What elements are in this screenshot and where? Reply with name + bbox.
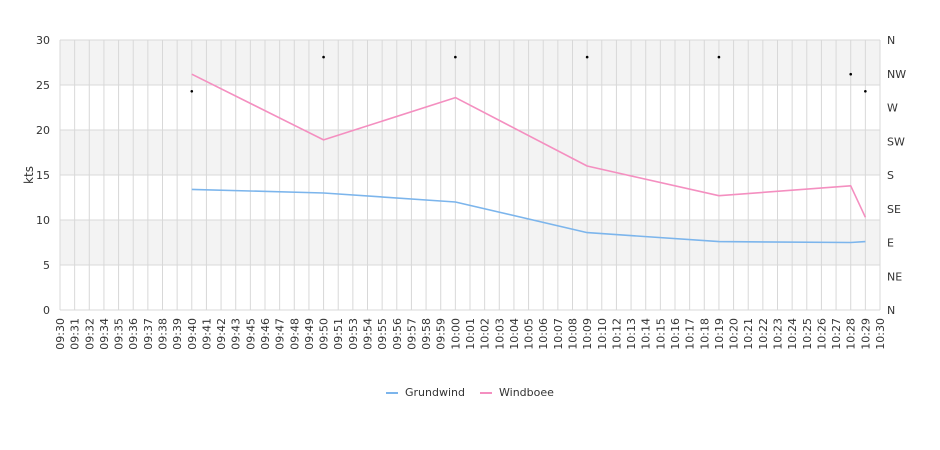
- series-line-windboee: [191, 73, 867, 218]
- x-tick-label: 10:24: [786, 318, 799, 350]
- direction-tick-label: S: [887, 169, 894, 182]
- direction-tick-label: E: [887, 237, 894, 250]
- direction-tick-label: SW: [887, 135, 905, 148]
- x-tick-label: 09:36: [127, 318, 140, 350]
- x-tick-label: 10:14: [640, 318, 653, 350]
- x-tick-label: 10:12: [610, 318, 623, 350]
- series-line-grundwind: [191, 188, 866, 244]
- x-tick-label: 10:28: [845, 318, 858, 350]
- legend-label-windboee: Windboee: [499, 386, 554, 399]
- x-tick-label: 09:59: [435, 318, 448, 350]
- x-tick-label: 10:05: [523, 318, 536, 350]
- legend-item-windboee[interactable]: Windboee: [480, 386, 554, 399]
- series-lines: [191, 73, 867, 244]
- direction-marker: [322, 55, 325, 59]
- x-tick-label: 10:03: [493, 318, 506, 350]
- x-tick-label: 09:45: [244, 318, 257, 350]
- x-tick-label: 10:10: [596, 318, 609, 350]
- y-axis-label: kts: [22, 166, 36, 184]
- x-tick-label: 10:08: [567, 318, 580, 350]
- direction-tick-label: SE: [887, 203, 901, 216]
- x-tick-label: 09:58: [420, 318, 433, 350]
- y-axis-ticks: 0 5 10 15 20 25 30: [36, 34, 50, 317]
- x-tick-label: 10:30: [874, 318, 887, 350]
- x-tick-label: 09:32: [83, 318, 96, 350]
- y-tick-label: 20: [36, 124, 50, 137]
- x-tick-label: 09:53: [347, 318, 360, 350]
- direction-marker: [849, 72, 853, 76]
- x-tick-label: 10:27: [830, 318, 843, 350]
- y-tick-label: 25: [36, 79, 50, 92]
- x-tick-label: 09:35: [113, 318, 126, 350]
- y-tick-label: 0: [43, 304, 50, 317]
- x-tick-label: 09:42: [215, 318, 228, 350]
- direction-marker: [717, 55, 721, 59]
- legend-label-grundwind: Grundwind: [405, 386, 465, 399]
- x-tick-label: 10:18: [698, 318, 711, 350]
- x-tick-label: 10:02: [479, 318, 492, 350]
- x-tick-label: 10:17: [684, 318, 697, 350]
- legend-item-grundwind[interactable]: Grundwind: [386, 386, 465, 399]
- y-tick-label: 10: [36, 214, 50, 227]
- direction-axis-ticks: N NE E SE S SW W NW N: [887, 34, 906, 317]
- x-tick-label: 09:57: [405, 318, 418, 350]
- direction-tick-label: N: [887, 304, 895, 317]
- direction-tick-label: NW: [887, 68, 906, 81]
- x-tick-label: 10:19: [713, 318, 726, 350]
- x-tick-label: 09:51: [332, 318, 345, 350]
- x-tick-label: 09:55: [376, 318, 389, 350]
- direction-tick-label: N: [887, 34, 895, 47]
- direction-marker: [864, 90, 867, 93]
- x-tick-label: 10:22: [757, 318, 770, 350]
- x-tick-label: 09:48: [288, 318, 301, 350]
- x-tick-label: 09:41: [200, 318, 213, 350]
- x-tick-label: 10:20: [728, 318, 741, 350]
- x-tick-label: 09:50: [318, 318, 331, 350]
- x-tick-label: 09:43: [230, 318, 243, 350]
- x-tick-label: 10:15: [654, 318, 667, 350]
- y-tick-label: 15: [36, 169, 50, 182]
- x-axis-ticks: 09:30 09:31 09:32 09:34 09:35 09:36 09:37 09:38…: [54, 318, 887, 350]
- direction-marker: [190, 90, 194, 93]
- x-tick-label: 09:46: [259, 318, 272, 350]
- y-tick-label: 30: [36, 34, 50, 47]
- x-tick-label: 10:16: [669, 318, 682, 350]
- horizontal-gridlines: [60, 39, 880, 311]
- x-tick-label: 09:40: [186, 318, 199, 350]
- x-tick-label: 10:26: [815, 318, 828, 350]
- x-tick-label: 10:07: [552, 318, 565, 350]
- legend: Grundwind Windboee: [386, 386, 554, 399]
- x-tick-label: 10:29: [859, 318, 872, 350]
- x-tick-label: 10:00: [449, 318, 462, 350]
- x-tick-label: 10:13: [625, 318, 638, 350]
- direction-marker: [454, 55, 457, 59]
- x-tick-label: 10:09: [581, 318, 594, 350]
- x-tick-label: 09:56: [391, 318, 404, 350]
- direction-tick-label: W: [887, 102, 898, 115]
- x-tick-label: 09:31: [69, 318, 82, 350]
- direction-markers: [190, 55, 867, 93]
- x-tick-label: 09:54: [362, 318, 375, 350]
- x-tick-label: 10:04: [508, 318, 521, 350]
- x-tick-label: 10:21: [742, 318, 755, 350]
- x-tick-label: 09:38: [157, 318, 170, 350]
- x-tick-label: 09:39: [171, 318, 184, 350]
- x-tick-label: 10:23: [772, 318, 785, 350]
- x-tick-label: 09:30: [54, 318, 67, 350]
- x-tick-label: 09:49: [303, 318, 316, 350]
- y-tick-label: 5: [43, 259, 50, 272]
- direction-marker: [585, 55, 589, 59]
- direction-tick-label: NE: [887, 270, 902, 283]
- x-tick-label: 09:34: [98, 318, 111, 350]
- x-tick-label: 09:47: [274, 318, 287, 350]
- x-tick-label: 10:25: [801, 318, 814, 350]
- x-tick-label: 10:01: [464, 318, 477, 350]
- x-tick-label: 10:06: [537, 318, 550, 350]
- x-tick-label: 09:37: [142, 318, 155, 350]
